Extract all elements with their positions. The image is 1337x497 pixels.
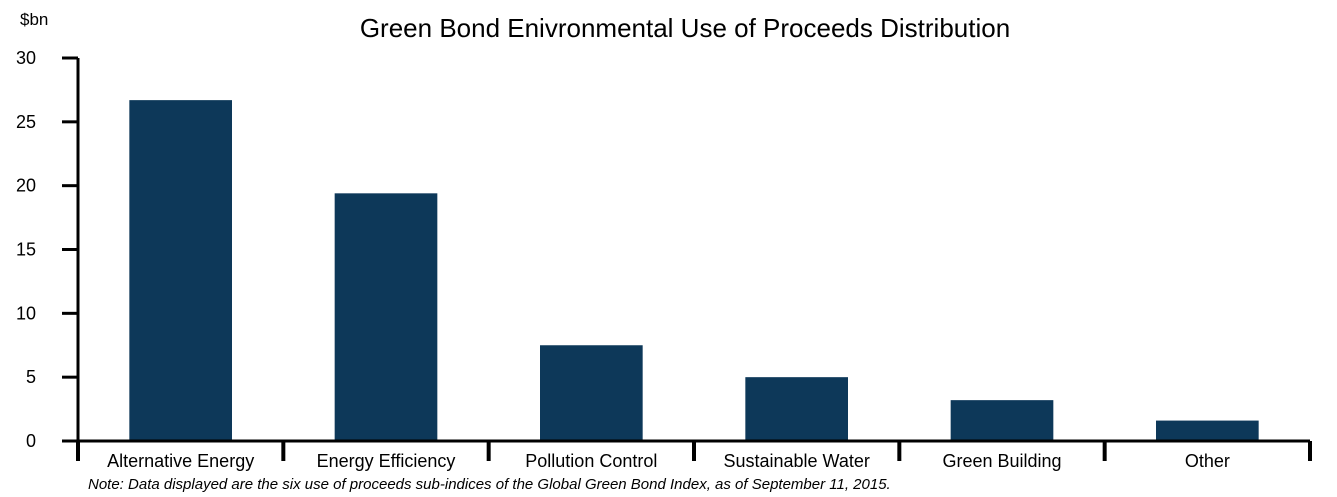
- x-category-label: Other: [1185, 451, 1230, 471]
- footnote: Note: Data displayed are the six use of …: [88, 476, 891, 493]
- y-tick-label: 10: [16, 303, 36, 323]
- bar: [950, 400, 1054, 441]
- x-category-label: Pollution Control: [525, 451, 657, 471]
- y-ticks-group: 0 5 10 15 20 25 30: [16, 48, 78, 451]
- x-category-label: Green Building: [942, 451, 1061, 471]
- y-tick-label: 20: [16, 176, 36, 196]
- bar: [129, 100, 232, 441]
- x-category-label: Energy Efficiency: [317, 451, 456, 471]
- x-category-label: Alternative Energy: [107, 451, 254, 471]
- x-labels-group: Alternative Energy Energy Efficiency Pollu…: [107, 451, 1230, 471]
- y-tick-label: 30: [16, 48, 36, 68]
- y-tick-label: 15: [16, 240, 36, 260]
- y-tick-label: 25: [16, 112, 36, 132]
- y-tick-label: 0: [26, 431, 36, 451]
- chart-title: Green Bond Enivronmental Use of Proceeds…: [360, 13, 1010, 43]
- y-unit-label: $bn: [20, 10, 48, 29]
- bar: [540, 345, 643, 441]
- bar: [1156, 420, 1259, 441]
- bar: [334, 193, 438, 441]
- bars-group: [129, 100, 1259, 441]
- axes-group: [76, 58, 1312, 461]
- bar: [745, 377, 848, 441]
- x-category-label: Sustainable Water: [723, 451, 869, 471]
- y-tick-label: 5: [26, 367, 36, 387]
